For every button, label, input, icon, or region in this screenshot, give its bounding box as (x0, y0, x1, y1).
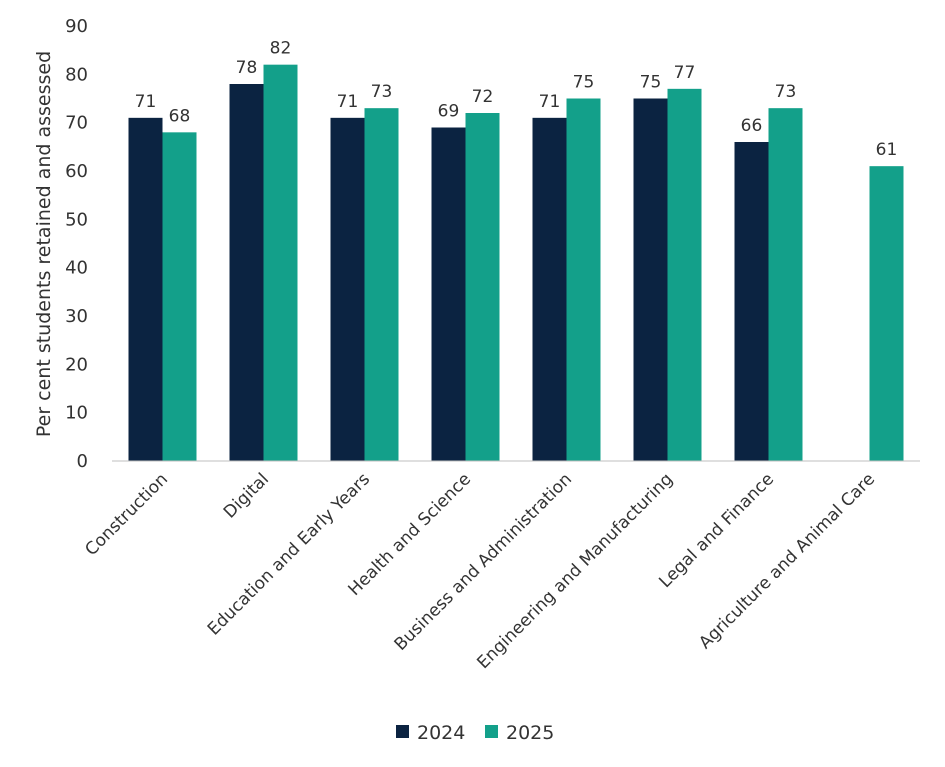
legend: 2024 2025 (396, 722, 554, 744)
data-label-2024-4: 71 (539, 92, 561, 112)
data-label-2024-6: 66 (741, 116, 763, 136)
bar-2024-1 (229, 84, 264, 461)
bar-2024-2 (330, 117, 365, 461)
bar-2025-3 (465, 113, 500, 461)
data-labels: 71 68 78 82 71 73 69 72 71 75 75 77 66 73 61 (135, 39, 898, 161)
y-axis-title: Per cent students retained and assessed (33, 51, 55, 437)
y-tick-label: 80 (65, 64, 88, 85)
bars (128, 64, 904, 462)
data-label-2025-6: 73 (775, 82, 797, 102)
data-label-2025-7: 61 (876, 140, 898, 160)
category-label: Construction (81, 469, 172, 560)
category-label: Education and Early Years (204, 469, 374, 639)
legend-label-2025: 2025 (506, 722, 554, 744)
category-label: Agriculture and Animal Care (695, 469, 879, 653)
data-label-2025-0: 68 (169, 106, 191, 126)
y-tick-label: 40 (65, 258, 88, 279)
bar-2024-0 (128, 117, 163, 461)
data-label-2024-1: 78 (236, 58, 258, 78)
data-label-2024-0: 71 (135, 92, 157, 112)
bar-2024-3 (431, 127, 466, 461)
data-label-2025-3: 72 (472, 87, 494, 107)
y-tick-label: 20 (65, 354, 88, 375)
category-label: Engineering and Manufacturing (473, 469, 677, 673)
y-axis-ticks: 0 10 20 30 40 50 60 70 80 90 (65, 16, 88, 472)
category-label: Business and Administration (391, 469, 576, 654)
data-label-2025-5: 77 (674, 63, 696, 83)
bar-2025-1 (263, 64, 298, 462)
category-label: Digital (220, 469, 273, 522)
bar-2025-5 (667, 88, 702, 461)
bar-2024-4 (532, 117, 567, 461)
bar-2025-7 (869, 166, 904, 461)
y-tick-label: 30 (65, 306, 88, 327)
bar-2025-0 (162, 132, 197, 462)
data-label-2025-1: 82 (270, 39, 292, 59)
legend-swatch-2025 (485, 725, 498, 738)
y-tick-label: 90 (65, 16, 88, 37)
data-label-2024-5: 75 (640, 73, 662, 93)
y-tick-label: 70 (65, 113, 88, 134)
data-label-2025-2: 73 (371, 82, 393, 102)
bar-2024-5 (633, 98, 668, 461)
data-label-2024-3: 69 (438, 102, 460, 122)
y-tick-label: 50 (65, 209, 88, 230)
legend-label-2024: 2024 (417, 722, 465, 744)
data-label-2024-2: 71 (337, 92, 359, 112)
y-tick-label: 10 (65, 403, 88, 424)
y-tick-label: 0 (77, 451, 88, 472)
bar-2024-6 (734, 142, 769, 461)
bar-2025-4 (566, 98, 601, 461)
bar-2025-2 (364, 108, 399, 462)
bar-2025-6 (768, 108, 803, 462)
y-tick-label: 60 (65, 161, 88, 182)
legend-swatch-2024 (396, 725, 409, 738)
data-label-2025-4: 75 (573, 73, 595, 93)
